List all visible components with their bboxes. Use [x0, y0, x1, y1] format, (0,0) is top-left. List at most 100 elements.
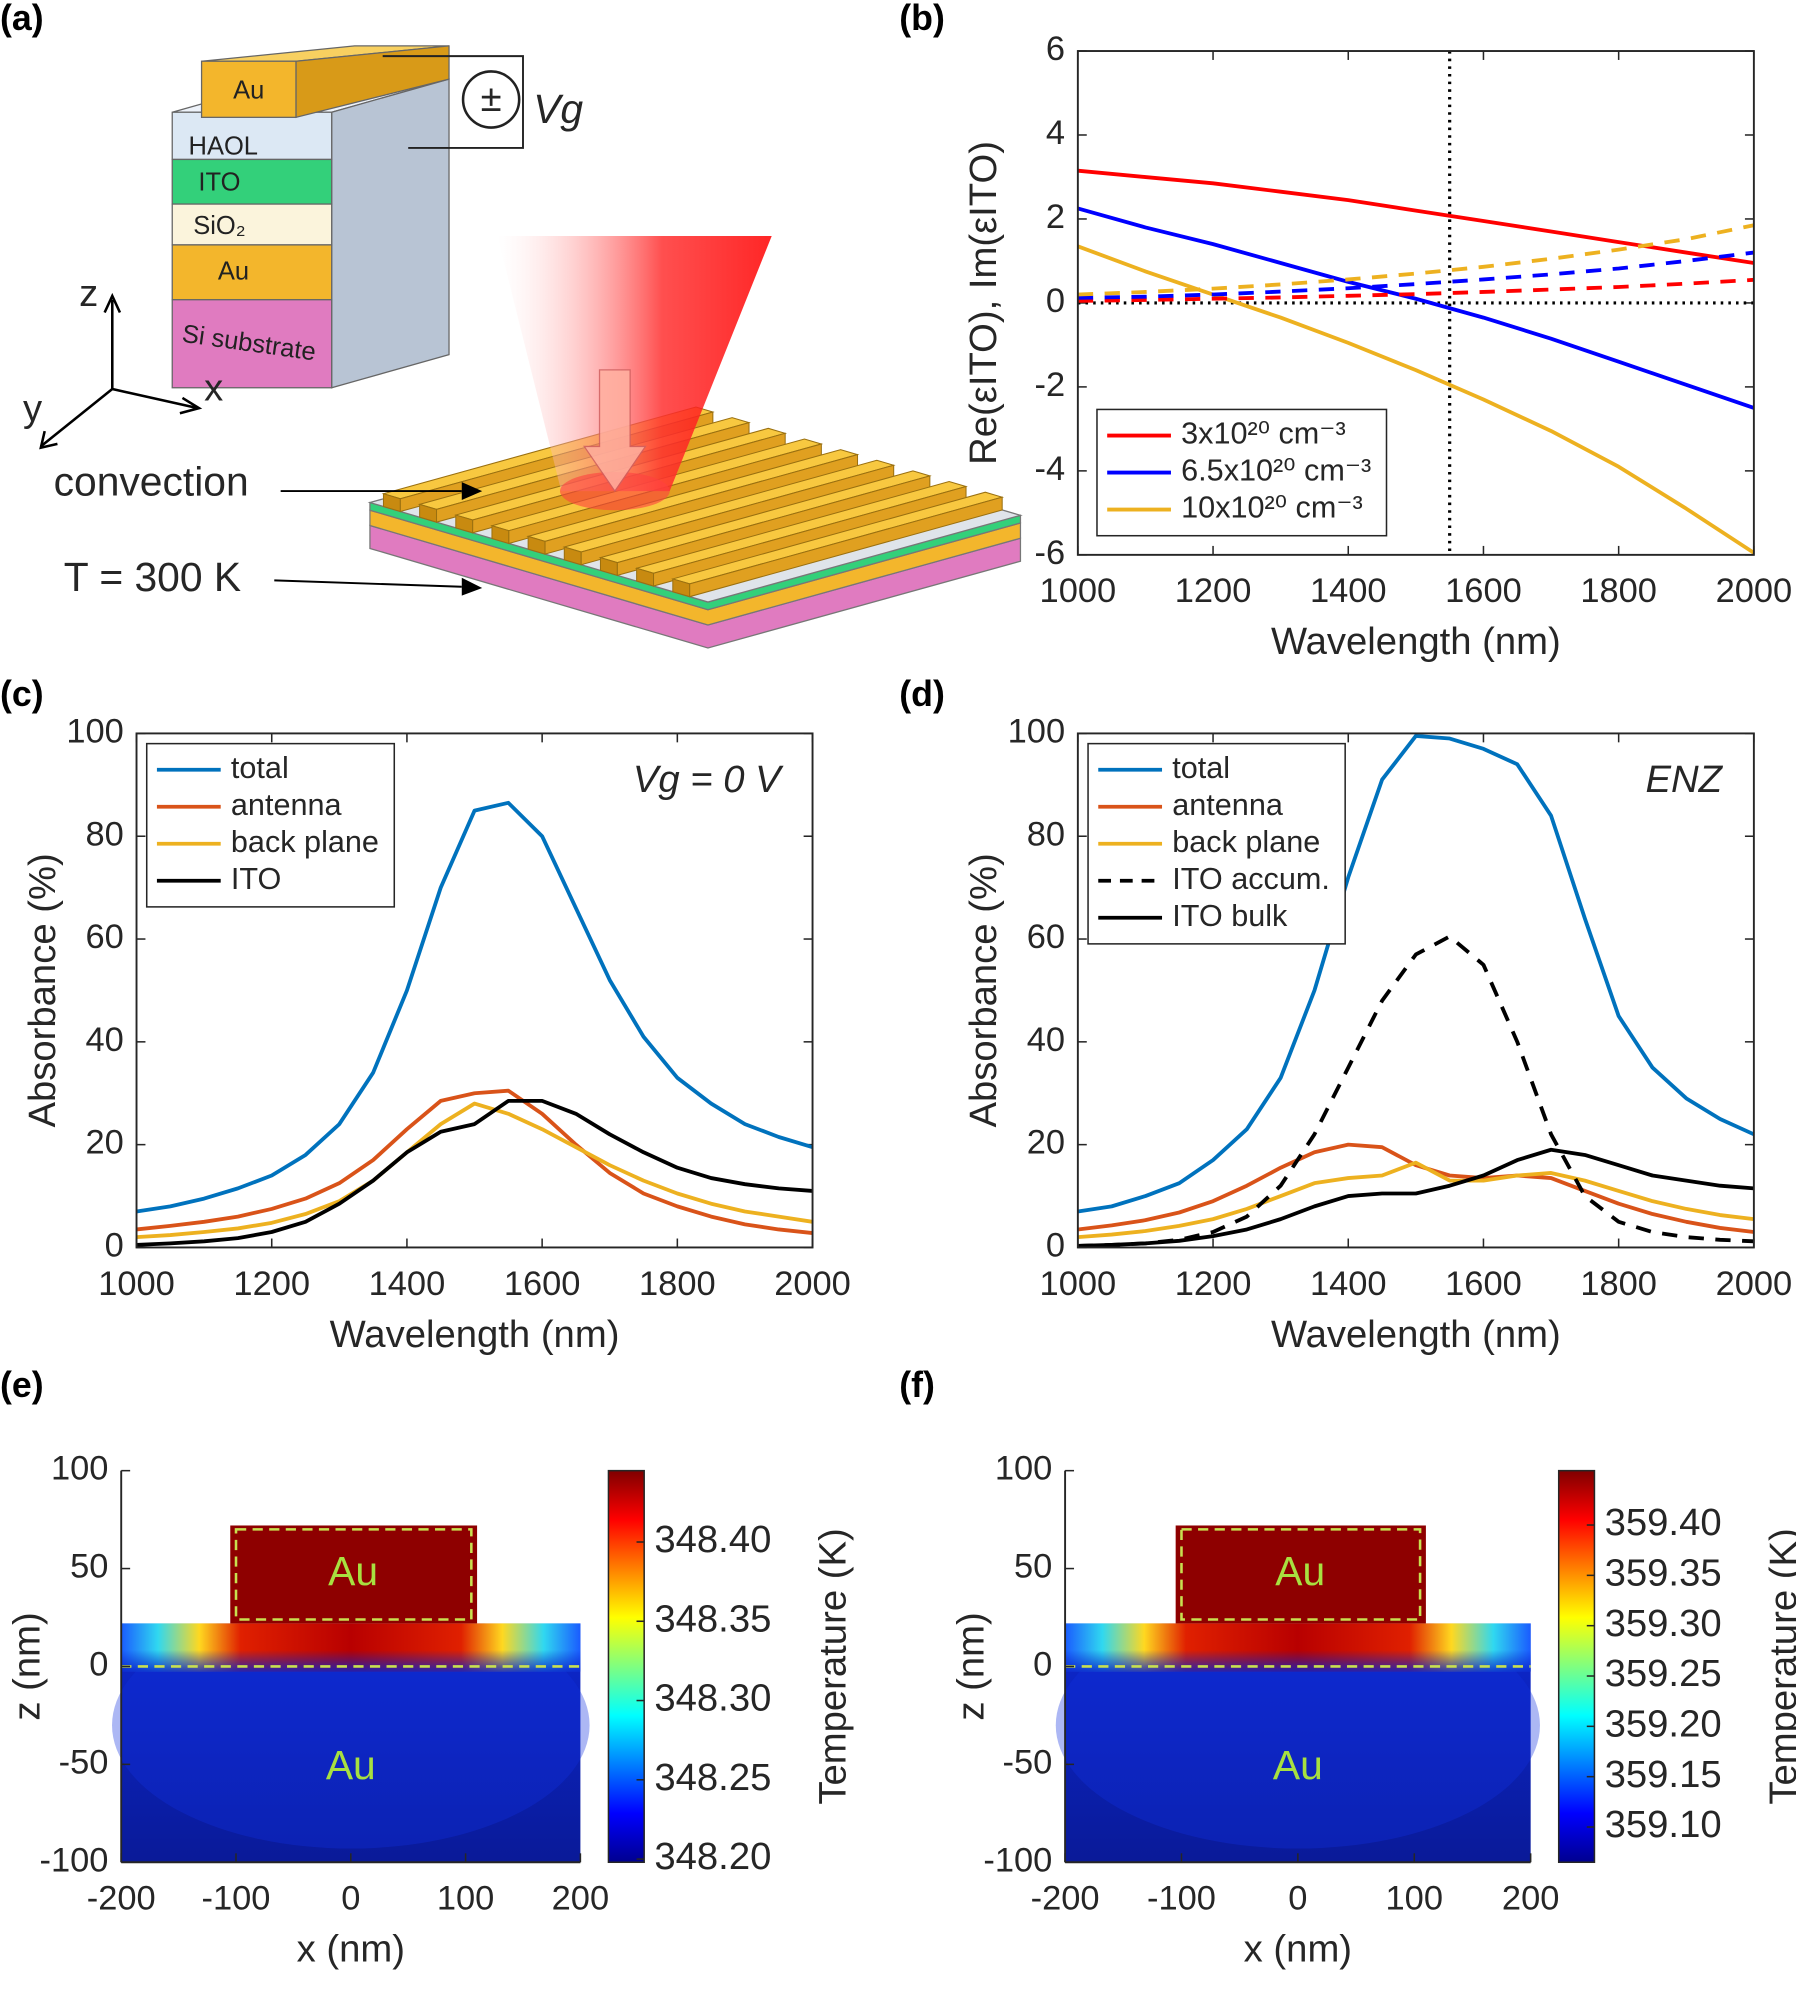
- colorbar: [607, 1469, 645, 1864]
- layer-label: HAOL: [189, 133, 258, 161]
- axes-frame: [135, 732, 814, 1249]
- y-tick-label: 100: [995, 1450, 1052, 1488]
- x-tick-label: 1000: [1040, 572, 1117, 610]
- x-tick-label: 100: [1386, 1880, 1443, 1918]
- series-line: [1077, 244, 1755, 555]
- voltage-source: [461, 70, 521, 129]
- y-tick-label: -6: [1034, 534, 1065, 572]
- colorbar-tick-label: 359.10: [1605, 1803, 1722, 1846]
- layer-sio2: [171, 203, 333, 246]
- x-tick-label: 2000: [1716, 1265, 1793, 1303]
- axis-name: z: [79, 272, 98, 315]
- y-tick-label: -2: [1034, 366, 1065, 404]
- x-tick-label: 2000: [1716, 572, 1793, 610]
- voltage-sign: ±: [481, 77, 502, 120]
- colorbar-tick-label: 348.20: [654, 1835, 771, 1878]
- series-line: [1077, 277, 1754, 303]
- colorbar-label: Temperature (K): [812, 1528, 855, 1804]
- x-tick-label: 0: [341, 1880, 360, 1918]
- pointer-head: [461, 482, 483, 500]
- x-tick-label: 1800: [639, 1265, 716, 1303]
- region-label: Au: [1275, 1548, 1325, 1594]
- series-line: [1077, 1142, 1755, 1234]
- series-line: [1077, 734, 1755, 1214]
- x-tick-label: 1400: [369, 1265, 446, 1303]
- x-tick-label: 1600: [1445, 1265, 1522, 1303]
- x-tick-label: -200: [87, 1880, 156, 1918]
- panel-label: (c): [0, 674, 44, 714]
- y-tick-label: 0: [1046, 282, 1065, 320]
- x-tick-label: 1600: [504, 1265, 581, 1303]
- colorbar: [1557, 1469, 1596, 1864]
- x-tick-label: 1400: [1310, 572, 1387, 610]
- x-axis-label: Wavelength (nm): [1271, 620, 1561, 663]
- y-axis-label: z (nm): [949, 1612, 992, 1720]
- x-tick-label: 1400: [1310, 1265, 1387, 1303]
- legend-label: total: [1172, 751, 1230, 785]
- axes-frame: [1076, 732, 1755, 1249]
- colorbar-tick-label: 359.30: [1605, 1602, 1722, 1645]
- y-tick-label: 100: [66, 713, 123, 751]
- heatmap-antenna: [1175, 1525, 1426, 1624]
- incidence-arrow: [583, 369, 647, 493]
- pointer-head: [461, 577, 483, 596]
- annotation: Vg = 0 V: [633, 758, 784, 801]
- colorbar-label: Temperature (K): [1762, 1528, 1796, 1804]
- x-axis-label: x (nm): [1244, 1928, 1352, 1971]
- series-line: [1077, 1160, 1755, 1240]
- y-tick-label: -50: [59, 1743, 109, 1781]
- chart-panel: (c) 1000 1200 1400 1600 1800 2000 0 20 40 60 80 100 W…: [0, 674, 851, 1356]
- circuit-wire: [382, 55, 524, 149]
- x-axis-label: x (nm): [297, 1928, 405, 1971]
- y-axis-label: z (nm): [5, 1612, 48, 1720]
- pointer: [274, 579, 462, 588]
- x-tick-label: 1200: [1175, 572, 1252, 610]
- grating-bar-side: [689, 496, 1003, 598]
- colorbar-tick-label: 359.20: [1605, 1702, 1722, 1745]
- stack-side: [331, 78, 450, 389]
- x-axis-label: Wavelength (nm): [1271, 1313, 1561, 1356]
- chart-panel: (b) 1000 1200 1400 1600 1800 2000 -6 -4 -2 0 2 4 6 Wav…: [899, 0, 1792, 663]
- layer-label: Au: [233, 77, 264, 105]
- x-tick-label: 1200: [233, 1265, 310, 1303]
- annotation: T = 300 K: [64, 554, 241, 600]
- y-tick-label: 50: [1014, 1548, 1052, 1586]
- region-label: Au: [326, 1742, 376, 1788]
- series-line: [136, 1101, 813, 1240]
- x-tick-label: -100: [202, 1880, 271, 1918]
- heatmap-layer-fade: [1065, 1623, 1531, 1672]
- x-tick-label: 1800: [1580, 572, 1657, 610]
- voltage-label: Vg: [533, 86, 583, 132]
- y-axis-label: Absorbance (%): [21, 853, 64, 1127]
- series-line: [136, 1098, 813, 1247]
- series-line: [136, 800, 814, 1214]
- series-line: [1077, 250, 1755, 300]
- y-tick-label: -4: [1034, 450, 1065, 488]
- legend-label: antenna: [1172, 788, 1284, 822]
- legend-label: 3x10²⁰ cm⁻³: [1181, 417, 1345, 451]
- x-tick-label: 1200: [1175, 1265, 1252, 1303]
- heatmap-layer-fade: [121, 1623, 581, 1672]
- colorbar-tick-label: 348.30: [654, 1677, 771, 1720]
- panel-label: (d): [899, 674, 945, 714]
- series-line: [1077, 206, 1755, 410]
- y-axis-label: Re(εITO), Im(εITO): [962, 141, 1005, 465]
- series-line: [1077, 223, 1755, 297]
- y-tick-label: 80: [85, 815, 123, 853]
- layer-au: [171, 244, 333, 301]
- x-tick-label: 1000: [98, 1265, 175, 1303]
- grating-device: [367, 406, 1023, 649]
- y-tick-label: 2: [1046, 198, 1065, 236]
- y-tick-label: 60: [1027, 918, 1065, 956]
- heatmap-antenna: [230, 1525, 478, 1624]
- panel-label: (a): [0, 0, 44, 38]
- colorbar-tick-label: 348.35: [654, 1597, 771, 1640]
- y-tick-label: 80: [1027, 815, 1065, 853]
- y-tick-label: 20: [1027, 1124, 1065, 1162]
- y-tick-label: -100: [40, 1841, 109, 1879]
- y-tick-label: 0: [89, 1646, 108, 1684]
